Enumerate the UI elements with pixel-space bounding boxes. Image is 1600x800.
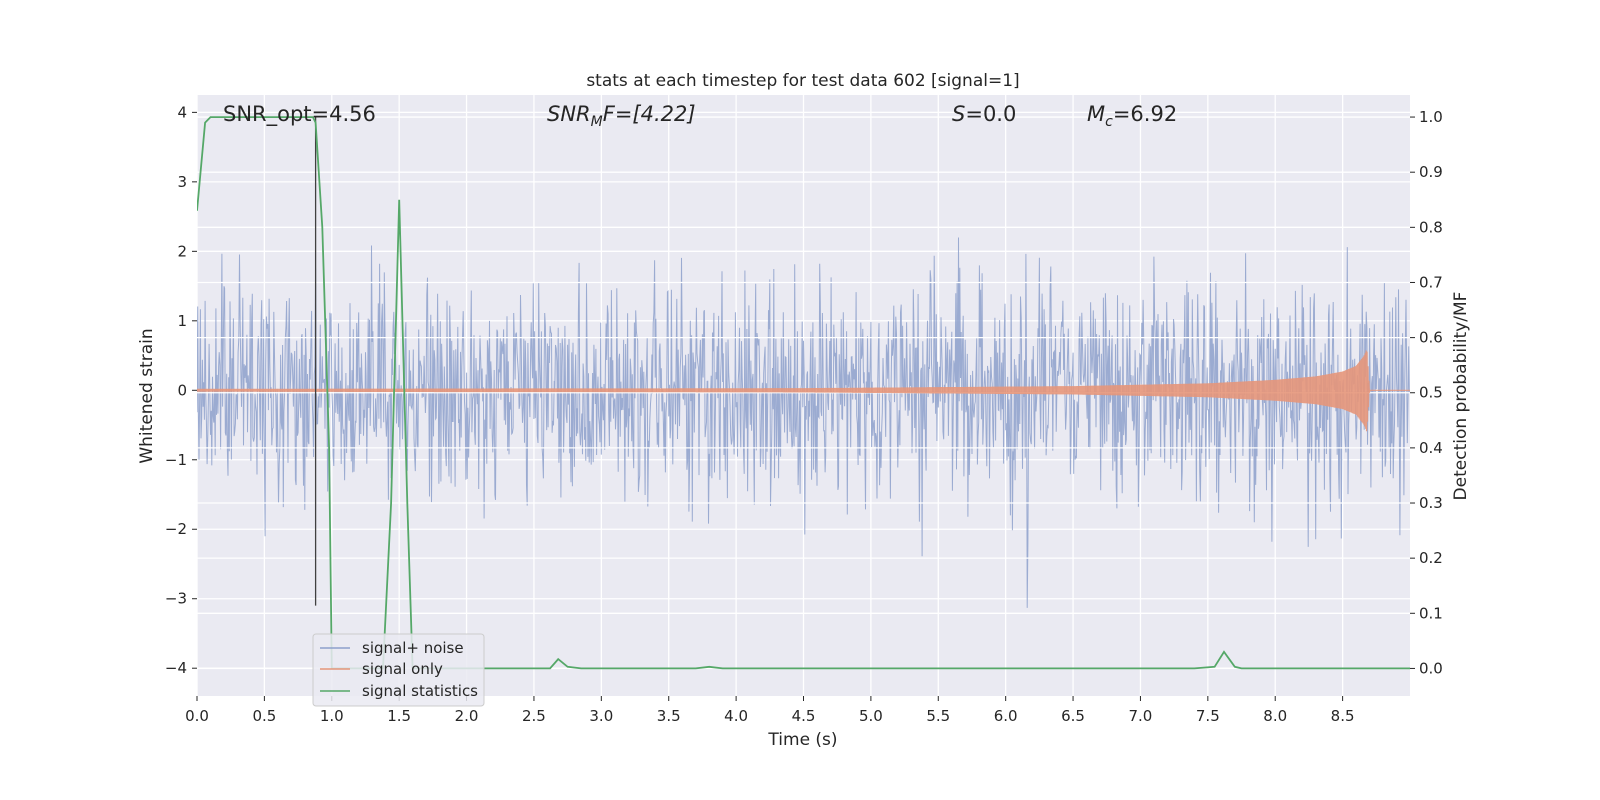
x-tick-label: 1.0 [320, 707, 344, 725]
y-right-tick-label: 1.0 [1419, 108, 1443, 126]
x-tick-label: 7.5 [1196, 707, 1220, 725]
annotation-s-value: =0.0 [965, 102, 1016, 126]
x-tick-label: 0.0 [185, 707, 209, 725]
y-right-tick-label: 0.2 [1419, 549, 1443, 567]
y-left-tick-label: 0 [177, 381, 187, 399]
signal-only-series [197, 350, 1410, 432]
y-left-tick-label: 1 [177, 312, 187, 330]
y-left-tick-label: −3 [165, 590, 187, 608]
y-right-tick-label: 0.1 [1419, 604, 1443, 622]
y-left-tick-label: −2 [165, 520, 187, 538]
y-left-tick-label: 3 [177, 173, 187, 191]
legend-box [312, 633, 485, 707]
x-tick-label: 4.5 [792, 707, 816, 725]
y-right-tick-label: 0.7 [1419, 273, 1443, 291]
x-tick-label: 5.5 [926, 707, 950, 725]
legend-label-signal-statistics: signal statistics [362, 682, 478, 700]
annotation-snr-mf-main: SNR [547, 102, 591, 126]
annotation-snr-mf-sub: M [591, 114, 603, 130]
x-tick-label: 2.5 [522, 707, 546, 725]
y-right-tick-label: 0.5 [1419, 384, 1443, 402]
annotation-mc-sub: c [1105, 114, 1113, 130]
legend-label-signal-only: signal only [362, 660, 443, 678]
x-tick-label: 8.0 [1263, 707, 1287, 725]
y-right-tick-label: 0.6 [1419, 329, 1443, 347]
y-axis-label-left: Whitened strain [137, 328, 157, 463]
x-axis-label: Time (s) [767, 730, 837, 750]
axis-ticks: 0.0 0.5 1.0 1.5 2.0 2.5 3.0 3.5 4.0 4.5 5.0 5.5 6.0 6… [165, 103, 1443, 725]
signal-noise-series [197, 237, 1410, 608]
signal-only-line [197, 350, 1410, 432]
x-tick-label: 5.0 [859, 707, 883, 725]
y-right-tick-label: 0.0 [1419, 659, 1443, 677]
x-tick-label: 1.5 [387, 707, 411, 725]
x-tick-label: 6.0 [994, 707, 1018, 725]
y-right-tick-label: 0.4 [1419, 439, 1443, 457]
x-tick-label: 4.0 [724, 707, 748, 725]
x-tick-label: 6.5 [1061, 707, 1085, 725]
y-right-tick-label: 0.8 [1419, 218, 1443, 236]
x-tick-label: 0.5 [252, 707, 276, 725]
y-axis-label-right: Detection probability/MF [1451, 292, 1471, 501]
x-tick-label: 3.5 [657, 707, 681, 725]
annotation-s: S=0.0 [952, 102, 1016, 126]
y-right-tick-label: 0.3 [1419, 494, 1443, 512]
annotation-s-main: S [952, 102, 965, 126]
annotation-mc-value: =6.92 [1113, 102, 1177, 126]
x-tick-label: 2.0 [455, 707, 479, 725]
annotation-snr-opt: SNR_opt=4.56 [223, 102, 376, 127]
annotation-snr-mf: SNRMF=[4.22] [547, 102, 696, 130]
annotation-mc-main: M [1087, 102, 1105, 126]
y-left-tick-label: 2 [177, 242, 187, 260]
x-tick-label: 3.0 [589, 707, 613, 725]
legend: signal+ noise signal only signal statist… [312, 633, 485, 707]
legend-label-signal-noise: signal+ noise [362, 639, 464, 657]
annotation-mc: Mc=6.92 [1087, 102, 1177, 130]
y-left-tick-label: −1 [165, 451, 187, 469]
y-right-tick-label: 0.9 [1419, 163, 1443, 181]
annotation-snr-mf-f: F=[4.22] [603, 102, 696, 126]
y-left-tick-label: 4 [177, 103, 187, 121]
y-left-tick-label: −4 [165, 659, 187, 677]
signal-noise-line [197, 237, 1410, 608]
x-tick-label: 8.5 [1331, 707, 1355, 725]
chart-title: stats at each timestep for test data 602… [586, 71, 1019, 91]
x-tick-label: 7.0 [1129, 707, 1153, 725]
